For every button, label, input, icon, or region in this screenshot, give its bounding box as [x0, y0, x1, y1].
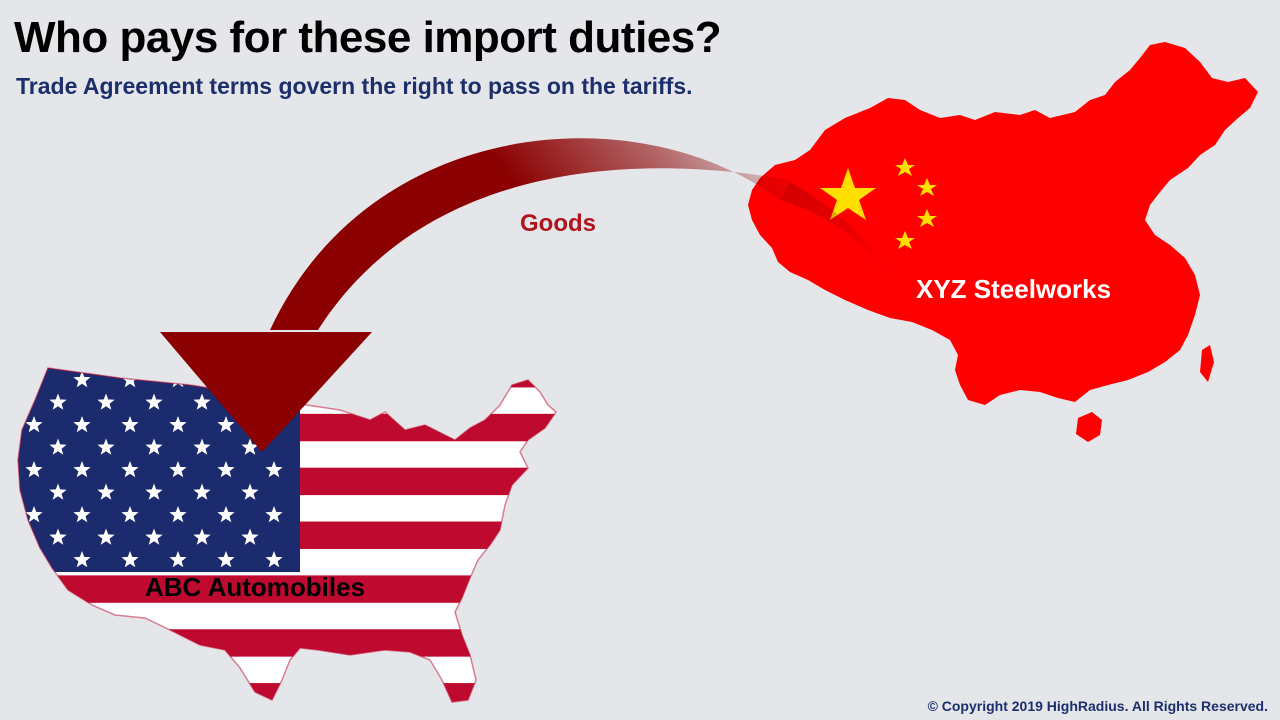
china-small-star-3: [917, 209, 937, 227]
china-small-star-1: [895, 158, 915, 176]
us-flag-star: [145, 438, 163, 455]
exporter-label: XYZ Steelworks: [916, 274, 1111, 304]
page-subtitle: Trade Agreement terms govern the right t…: [16, 73, 693, 99]
us-flag-star: [145, 528, 163, 545]
arrow-head: [160, 332, 372, 452]
us-flag-star: [217, 506, 235, 523]
us-flag-star: [121, 416, 139, 433]
us-flag-star: [73, 506, 91, 523]
us-flag-star: [49, 483, 67, 500]
us-flag-star: [121, 506, 139, 523]
us-flag-star: [145, 483, 163, 500]
us-flag-star: [169, 461, 187, 478]
hainan-island: [1076, 412, 1102, 442]
us-flag-star: [97, 393, 115, 410]
us-flag-star: [217, 416, 235, 433]
goods-flow-arrow: [160, 138, 890, 452]
us-flag-star: [25, 551, 43, 568]
arrow-tail-fade: [780, 182, 890, 282]
us-flag-star: [73, 551, 91, 568]
us-flag-star: [145, 393, 163, 410]
us-flag-star: [49, 438, 67, 455]
importer-label: ABC Automobiles: [145, 572, 365, 602]
china-map: [748, 42, 1258, 442]
us-flag-star: [217, 461, 235, 478]
china-small-star-4: [895, 231, 915, 249]
us-flag-star: [121, 461, 139, 478]
us-flag-red-stripe: [18, 683, 556, 702]
us-flag-star: [265, 461, 283, 478]
us-flag-star: [25, 461, 43, 478]
us-flag-star: [265, 551, 283, 568]
us-flag-star: [217, 551, 235, 568]
us-flag-star: [193, 438, 211, 455]
us-flag-star: [169, 551, 187, 568]
us-flag-star: [193, 528, 211, 545]
us-flag-star: [97, 528, 115, 545]
page-title: Who pays for these import duties?: [14, 13, 722, 62]
us-flag-star: [25, 371, 43, 388]
us-flag-star: [49, 528, 67, 545]
us-flag-star: [73, 461, 91, 478]
china-shape: [748, 42, 1258, 405]
us-flag-star: [25, 506, 43, 523]
us-flag-star: [169, 506, 187, 523]
us-flag-star: [241, 528, 259, 545]
arrow-body: [270, 138, 790, 330]
taiwan-island: [1200, 345, 1214, 382]
us-flag-star: [73, 416, 91, 433]
copyright-notice: © Copyright 2019 HighRadius. All Rights …: [927, 698, 1268, 714]
us-flag-star: [265, 506, 283, 523]
us-flag-star: [121, 551, 139, 568]
us-flag-red-stripe: [18, 629, 556, 657]
us-flag-star: [169, 416, 187, 433]
us-flag-star: [193, 393, 211, 410]
us-flag-star: [193, 483, 211, 500]
china-small-star-2: [917, 178, 937, 196]
us-flag-star: [97, 438, 115, 455]
us-flag-star: [49, 393, 67, 410]
goods-label: Goods: [520, 210, 596, 237]
us-flag-star: [97, 483, 115, 500]
us-flag-star: [73, 371, 91, 388]
us-flag-star: [241, 483, 259, 500]
us-flag-star: [241, 438, 259, 455]
china-big-star: [820, 168, 876, 220]
us-flag-star: [25, 416, 43, 433]
